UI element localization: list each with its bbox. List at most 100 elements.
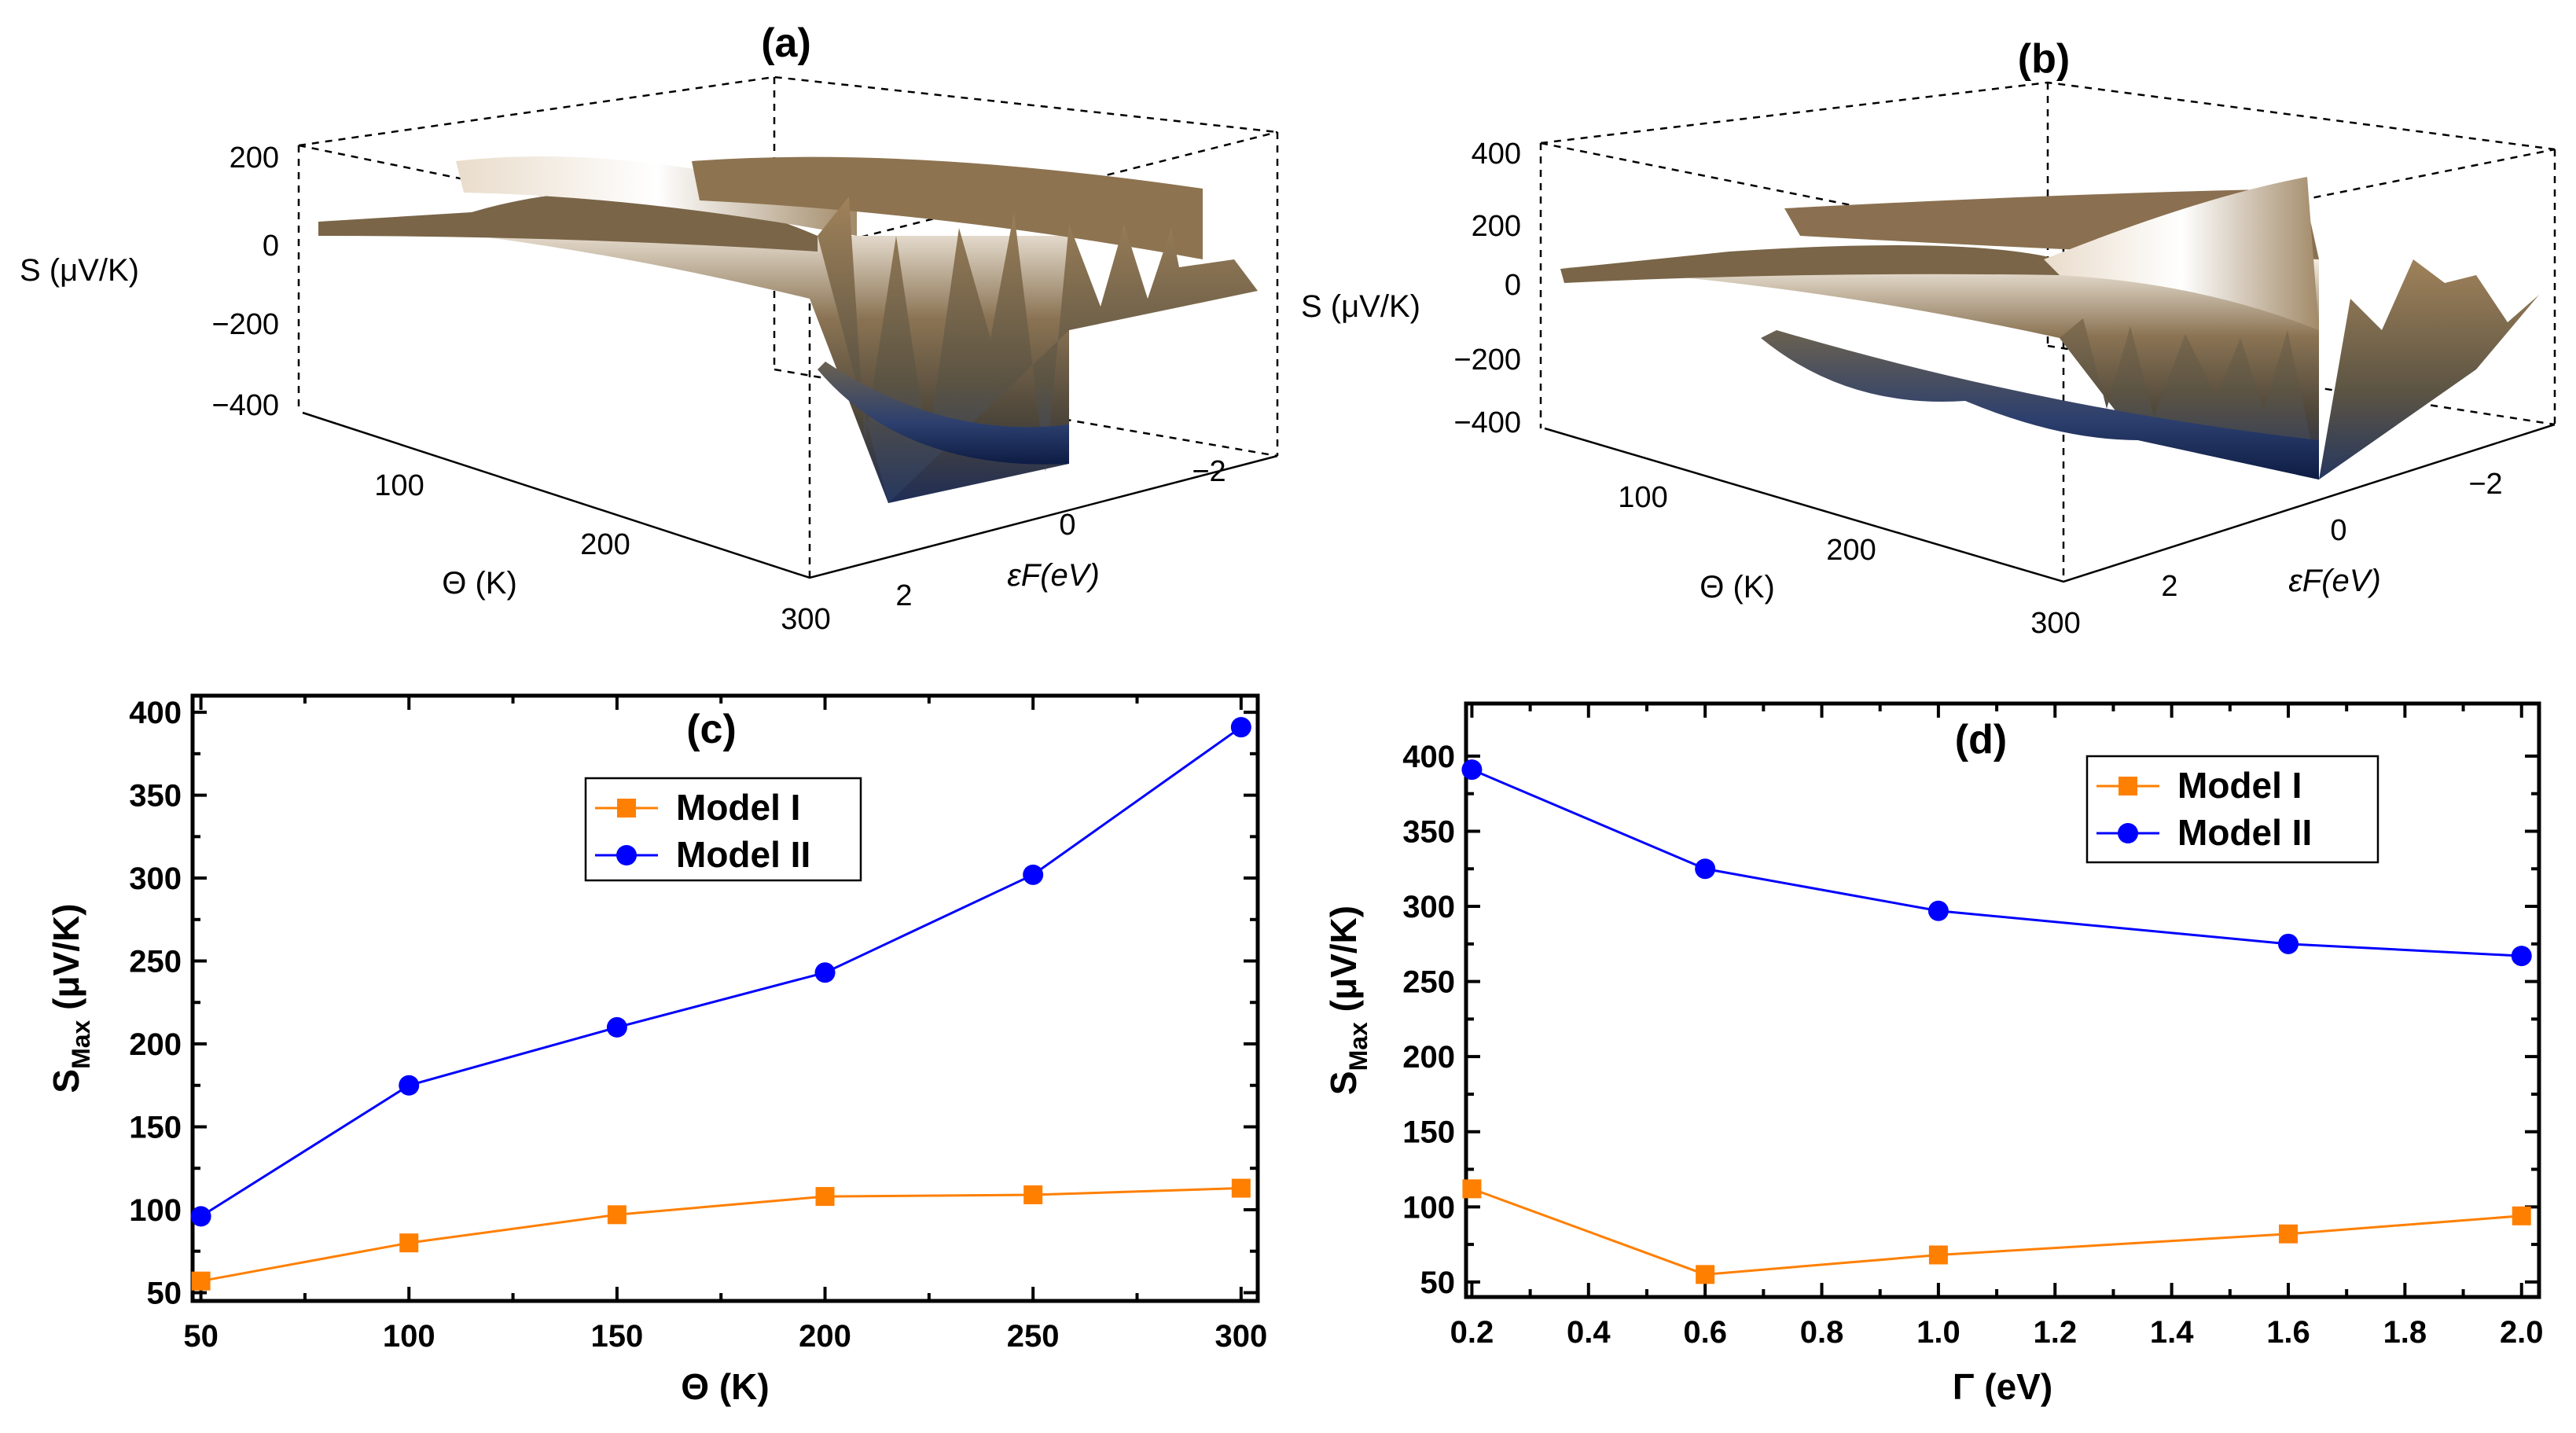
ef-tick-b-2: 0 [2330,514,2346,547]
z-tick-b-2: 200 [1472,210,1521,243]
data-point-model-ii [1927,900,1949,921]
x-tick-label: 1.0 [1916,1315,1960,1350]
data-point-model-ii [399,1075,420,1096]
legend-label: Model I [676,787,800,828]
series-line-square [200,1187,1241,1283]
y-tick-label: 150 [1402,1115,1455,1150]
x-tick-label: 50 [183,1319,219,1354]
data-point-model-ii [606,1016,627,1038]
x-tick-label: 1.2 [2033,1315,2077,1350]
y-tick-label: 350 [129,779,182,814]
box-b-top-front [1540,141,2556,249]
legend-label: Model I [2177,765,2302,806]
surface-a-highlight [456,156,857,236]
series-line-square [1471,1187,2522,1276]
y-axis-label: SMax (μV/K) [1323,906,1373,1095]
data-point-model-i [399,1233,419,1253]
data-point-model-ii [814,962,836,983]
data-point-model-ii [2511,946,2532,967]
x-tick-label: 200 [799,1319,851,1354]
y-tick-label: 100 [129,1193,182,1228]
data-point-model-ii [1461,759,1483,781]
z-tick-a-2: 0 [263,230,279,263]
y-tick-label: 350 [1402,814,1455,849]
theta-tick-b-1: 100 [1618,481,1667,514]
surface-b-trough [1761,330,2319,480]
x-tick-label: 1.4 [2150,1315,2194,1350]
legend-marker-circle [2118,823,2138,843]
x-tick-label: 0.4 [1567,1315,1611,1350]
theta-tick-a-2: 200 [580,528,630,561]
data-point-model-i [1928,1245,1948,1265]
legend-marker-circle [616,845,637,865]
theta-label-a: Θ (K) [442,566,517,601]
data-point-model-i [1696,1265,1715,1284]
legend-marker-square [2118,777,2137,795]
z-tick-b-5: −400 [1453,406,1521,439]
line-chart-d: 50 100 150 200 250 300 350 400 0.2 0.4 0.6 0.8 1.0 1.… [1323,701,2544,1407]
x-tick-label: 0.2 [1450,1315,1494,1350]
data-point-model-i [607,1205,627,1225]
legend-box [2085,755,2379,864]
y-tick-label: 50 [147,1276,182,1310]
ef-tick-a-2: 0 [1059,509,1075,542]
ef-tick-a-1: 2 [895,579,912,612]
data-point-model-ii [2278,933,2299,954]
x-tick-label: 1.8 [2383,1315,2427,1350]
line-chart-c: 50 100 150 200 250 300 350 400 50 100 150 200 250 300… [46,693,1267,1407]
box-b-bottom-front [1544,423,2556,583]
z-tick-a-3: −200 [211,308,279,341]
y-tick-label: 400 [1402,740,1455,774]
y-tick-label: 100 [1402,1190,1455,1225]
data-point-model-i [191,1271,211,1291]
box-bottom-front [302,411,1278,579]
surface-a-back-sheet [692,156,1203,259]
y-tick-label: 250 [1402,965,1455,1000]
z-tick-a-4: −400 [211,389,279,422]
z-tick-a-1: 200 [230,141,279,175]
plot-frame [1464,701,2541,1299]
surface-plot-a: (a) 200 0 −200 −400 S (μV/K) 100 200 300… [20,20,1279,636]
y-tick-label: 50 [1420,1266,1456,1300]
data-point-model-i [2512,1206,2531,1225]
x-axis-label: Θ (K) [681,1366,769,1407]
series-line-circle [200,726,1242,1218]
ef-tick-a-3: −2 [1192,455,1226,488]
x-tick-label: 0.8 [1800,1315,1844,1350]
x-tick-label: 250 [1007,1319,1060,1354]
x-tick-label: 100 [383,1319,435,1354]
data-point-model-i [2279,1224,2299,1244]
surface-a-ridges [818,197,1258,503]
y-axis-label: SMax (μV/K) [46,903,95,1093]
plot-frame [190,693,1260,1303]
data-point-model-i [815,1187,835,1207]
theta-tick-a-3: 300 [781,603,830,636]
ef-label-a: εF(eV) [1007,558,1100,593]
data-point-model-i [1023,1185,1043,1204]
legend-marker-square [617,799,636,818]
panel-label: (d) [1955,717,2007,762]
legend-label: Model II [676,834,810,875]
z-tick-b-1: 400 [1472,138,1521,171]
box-top-back [298,75,1278,147]
y-tick-label: 200 [1402,1040,1455,1075]
theta-tick-b-2: 200 [1826,534,1876,567]
theta-label-b: Θ (K) [1700,570,1775,604]
data-point-model-ii [190,1206,211,1227]
data-point-model-ii [1695,858,1716,880]
surface-b-highlight [2044,177,2319,330]
x-tick-label: 2.0 [2500,1315,2544,1350]
y-tick-label: 300 [129,862,182,896]
legend-label: Model II [2177,812,2312,853]
z-tick-b-4: −200 [1453,344,1521,377]
data-point-model-i [1462,1179,1482,1199]
y-tick-label: 400 [129,696,182,730]
x-tick-label: 300 [1215,1319,1267,1354]
data-point-model-i [1231,1178,1251,1198]
theta-tick-b-3: 300 [2030,607,2080,640]
surface-b-left-sheet [1560,245,2060,283]
y-tick-label: 250 [129,945,182,979]
ef-label-b: εF(eV) [2288,564,2381,598]
data-point-model-ii [1230,717,1251,738]
